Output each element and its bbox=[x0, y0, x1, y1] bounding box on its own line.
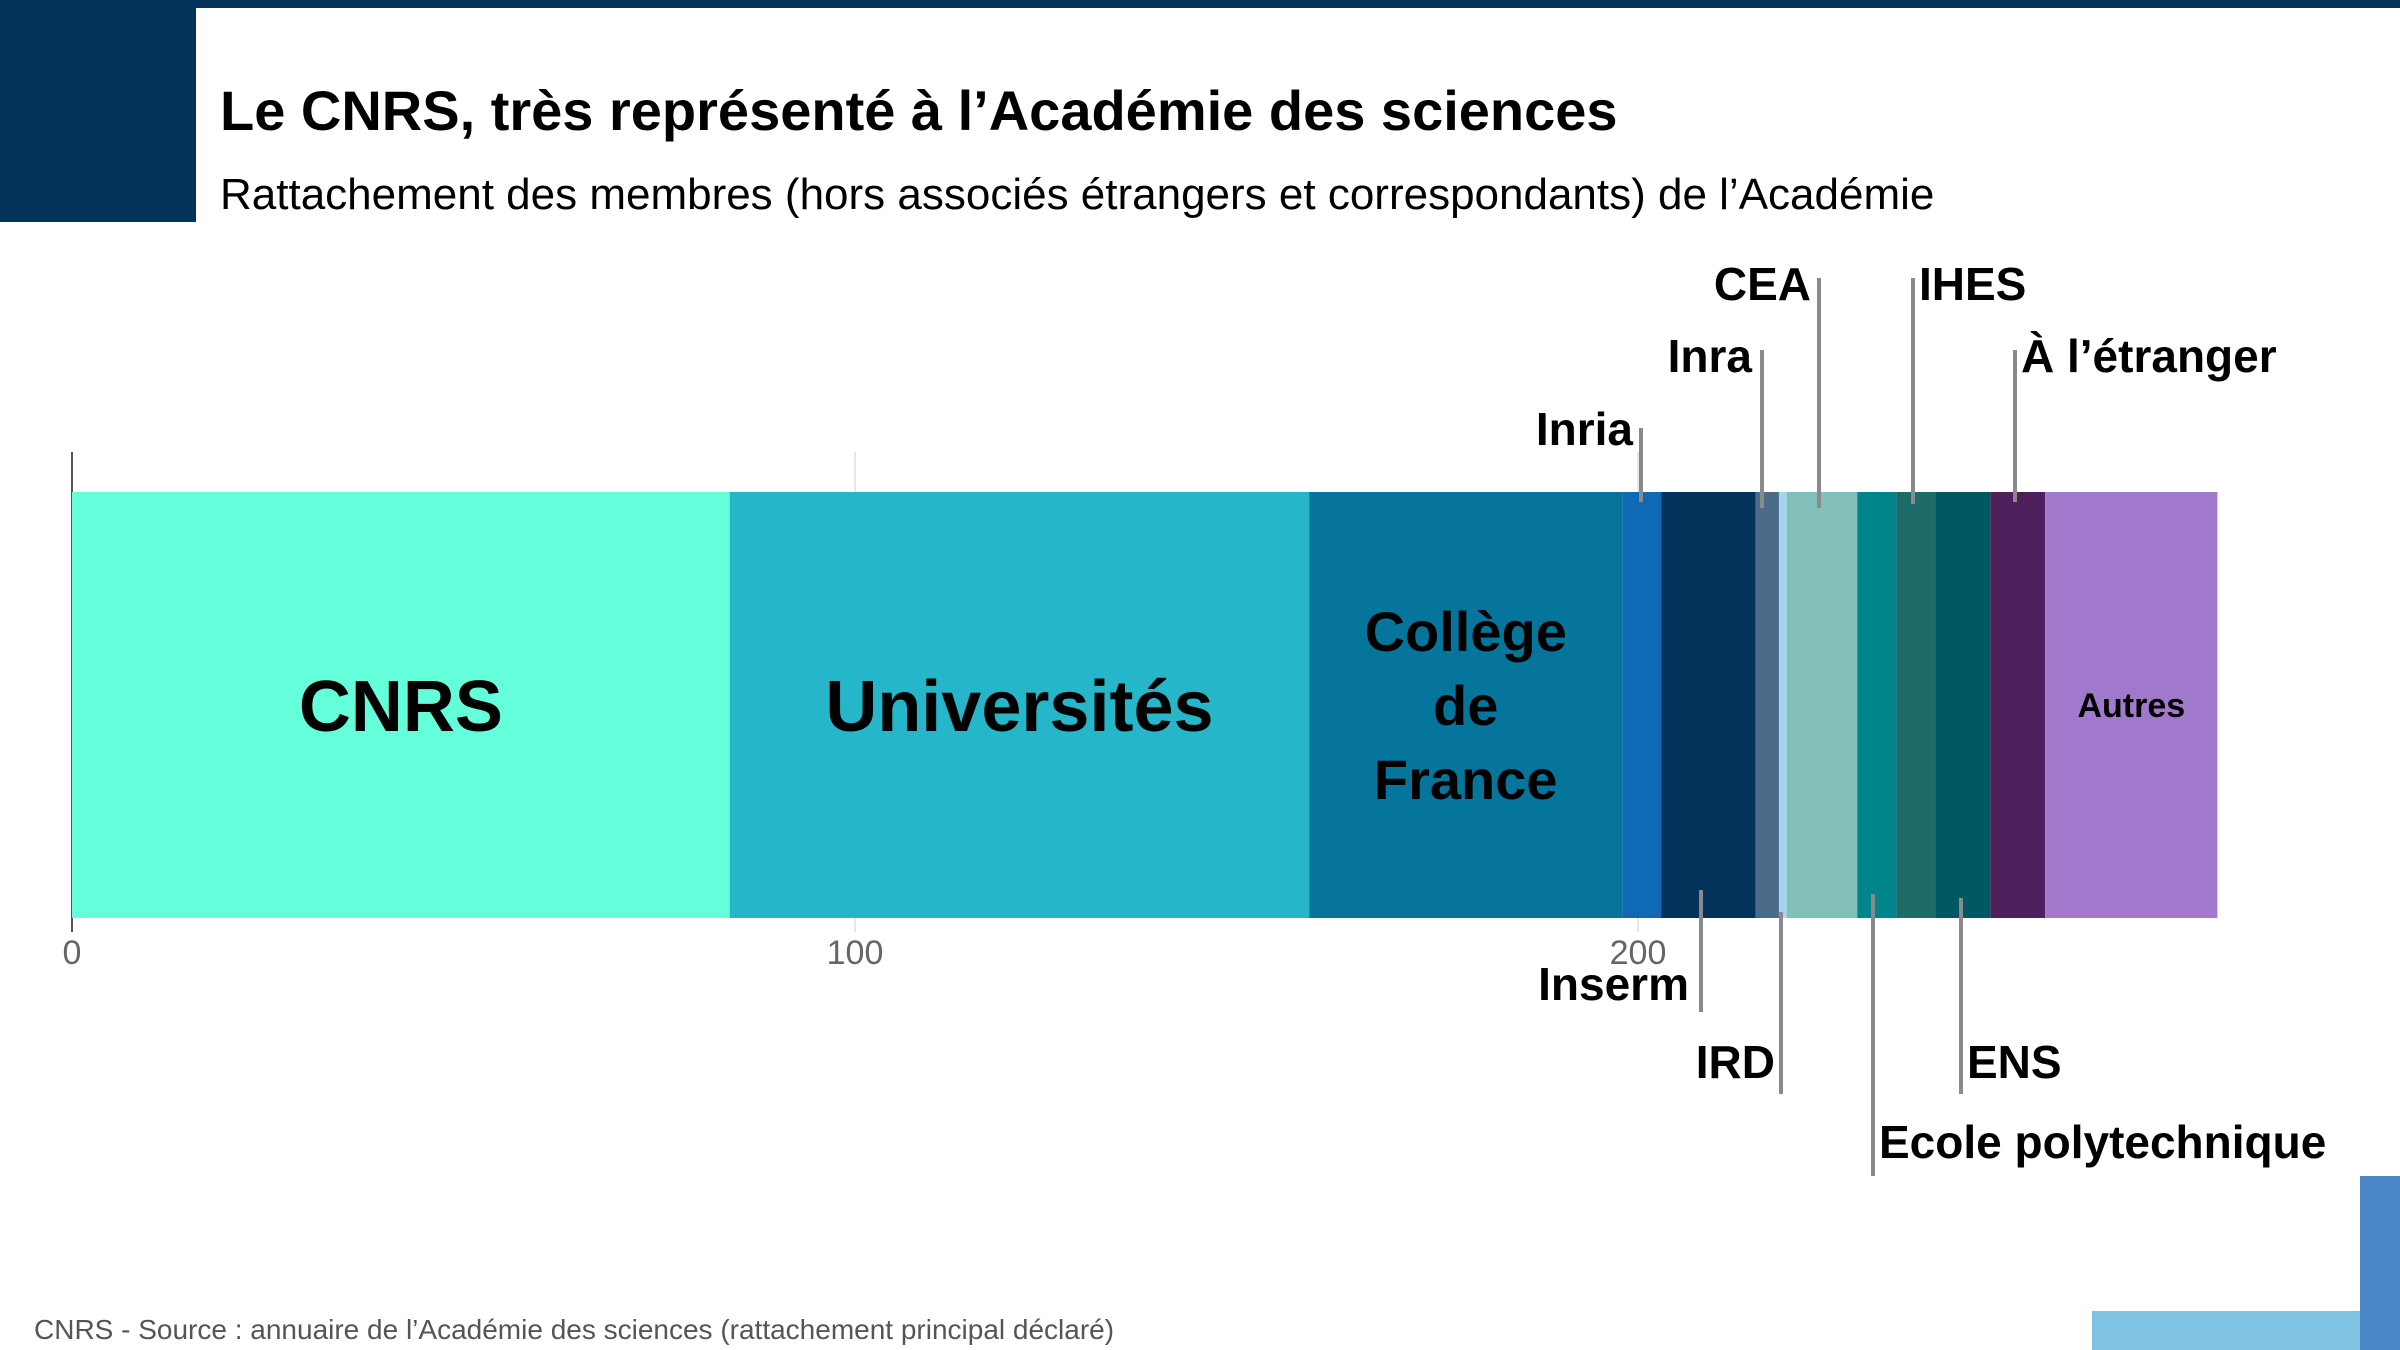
segment-label-ihes: IHES bbox=[1919, 258, 2026, 310]
bar-segment-ecole-polytechnique bbox=[1857, 492, 1897, 918]
bars-layer bbox=[72, 492, 2218, 918]
bar-segment-inserm bbox=[1661, 492, 1756, 918]
segment-label-cnrs: CNRS bbox=[299, 667, 503, 747]
page-subtitle: Rattachement des membres (hors associés … bbox=[220, 170, 1935, 219]
segment-label-college-de-france-line-3: France bbox=[1374, 748, 1558, 811]
tick-label-200: 200 bbox=[1610, 934, 1667, 972]
segment-label-ecole-polytechnique: Ecole polytechnique bbox=[1879, 1116, 2326, 1168]
decor-block-bottom bbox=[2092, 1311, 2360, 1350]
bar-segment-ird bbox=[1778, 492, 1787, 918]
leader-lines bbox=[1639, 278, 2017, 1176]
segment-label-college-de-france-line-2: de bbox=[1433, 674, 1498, 737]
bar-segment-inria bbox=[1622, 492, 1662, 918]
page-title: Le CNRS, très représenté à l’Académie de… bbox=[220, 79, 1618, 142]
bar-segment-inra bbox=[1755, 492, 1779, 918]
segment-label-ens: ENS bbox=[1967, 1036, 2062, 1088]
segment-label-inserm: Inserm bbox=[1538, 958, 1689, 1010]
segment-label-a-l-etranger: À l’étranger bbox=[2021, 330, 2277, 382]
segment-label-inra: Inra bbox=[1668, 330, 1753, 382]
tick-label-100: 100 bbox=[827, 934, 884, 972]
segment-label-universites: Universités bbox=[825, 667, 1213, 747]
source-note: CNRS - Source : annuaire de l’Académie d… bbox=[34, 1314, 1115, 1345]
bar-segment-ens bbox=[1935, 492, 1991, 918]
corner-block bbox=[0, 0, 196, 222]
decor-block-right bbox=[2360, 1176, 2400, 1350]
segment-label-ird: IRD bbox=[1696, 1036, 1775, 1088]
bar-segment-cea bbox=[1786, 492, 1858, 918]
stacked-bar-chart: 0 100 200 CNRS Universités Collège de France In… bbox=[63, 258, 2326, 1176]
tick-label-0: 0 bbox=[63, 934, 82, 972]
bar-segment-college-de-france bbox=[1309, 492, 1623, 918]
bar-segment-autres bbox=[2045, 492, 2218, 918]
segment-labels: CNRS Universités Collège de France Inria Inser… bbox=[299, 258, 2326, 1168]
bar-segment-universites bbox=[729, 492, 1310, 918]
segment-label-college-de-france-line-1: Collège bbox=[1365, 600, 1567, 663]
tick-labels: 0 100 200 bbox=[63, 934, 1667, 972]
segment-label-cea: CEA bbox=[1714, 258, 1811, 310]
bar-segment-cnrs bbox=[72, 492, 730, 918]
segment-label-inria: Inria bbox=[1536, 403, 1634, 455]
header-band bbox=[0, 0, 2400, 8]
bar-segment-ihes bbox=[1896, 492, 1936, 918]
segment-label-autres: Autres bbox=[2077, 687, 2185, 725]
bar-segment-a-l-etranger bbox=[1990, 492, 2046, 918]
